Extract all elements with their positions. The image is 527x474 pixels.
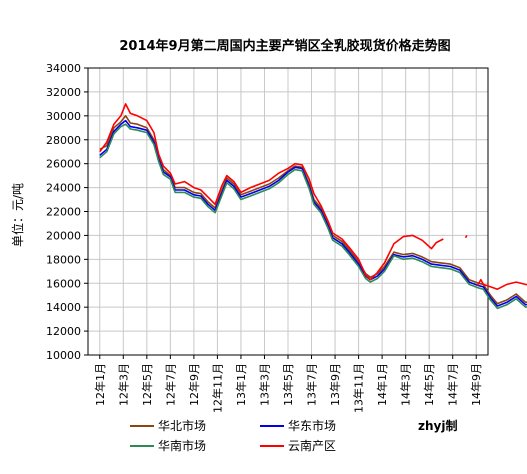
x-tick-label: 12年7月	[163, 363, 177, 406]
grid-lines	[88, 68, 488, 355]
y-tick-label: 20000	[46, 229, 81, 242]
x-tick-label: 14年9月	[469, 363, 483, 406]
series-line-0	[99, 115, 527, 305]
y-axis-label: 单位：元/吨	[10, 183, 25, 247]
legend-label: 云南产区	[288, 438, 336, 453]
x-axis-ticks: 12年1月 12年3月 12年5月 12年7月 12年9月 12年11月 13年1月 13年3…	[93, 355, 483, 413]
y-tick-label: 30000	[46, 110, 81, 123]
y-tick-label: 32000	[46, 86, 81, 99]
y-tick-label: 28000	[46, 134, 81, 147]
x-tick-label: 13年11月	[352, 363, 366, 413]
x-tick-label: 13年3月	[257, 363, 271, 406]
watermark-text: zhyj制	[418, 418, 457, 433]
x-tick-label: 12年11月	[210, 363, 224, 413]
x-tick-label: 14年1月	[375, 363, 389, 406]
x-tick-label: 13年7月	[305, 363, 319, 406]
y-tick-label: 18000	[46, 253, 81, 266]
y-tick-label: 34000	[46, 62, 81, 75]
y-tick-label: 10000	[46, 349, 81, 362]
x-tick-label: 14年3月	[399, 363, 413, 406]
x-tick-label: 13年1月	[234, 363, 248, 406]
series-line-1	[99, 119, 527, 307]
y-tick-label: 14000	[46, 301, 81, 314]
y-tick-label: 16000	[46, 277, 81, 290]
legend-label: 华北市场	[158, 418, 206, 433]
x-tick-label: 14年7月	[446, 363, 460, 406]
x-tick-label: 13年5月	[281, 363, 295, 406]
x-tick-label: 14年5月	[422, 363, 436, 406]
series-line-3	[99, 103, 527, 290]
series-line-2	[99, 123, 527, 310]
y-tick-label: 24000	[46, 182, 81, 195]
y-tick-label: 22000	[46, 206, 81, 219]
legend-label: 华东市场	[288, 418, 336, 433]
series-lines	[99, 103, 527, 310]
y-tick-label: 26000	[46, 158, 81, 171]
y-axis-ticks: 10000 12000 14000 16000 18000 20000 22000 24000…	[46, 62, 88, 362]
x-tick-label: 12年1月	[93, 363, 107, 406]
x-tick-label: 12年3月	[116, 363, 130, 406]
x-tick-label: 12年5月	[140, 363, 154, 406]
chart-title: 2014年9月第二周国内主要产销区全乳胶现货价格走势图	[119, 38, 450, 54]
legend-label: 华南市场	[158, 438, 206, 453]
plot-frame	[87, 67, 489, 356]
y-tick-label: 12000	[46, 325, 81, 338]
x-tick-label: 13年9月	[328, 363, 342, 406]
x-tick-label: 12年9月	[187, 363, 201, 406]
